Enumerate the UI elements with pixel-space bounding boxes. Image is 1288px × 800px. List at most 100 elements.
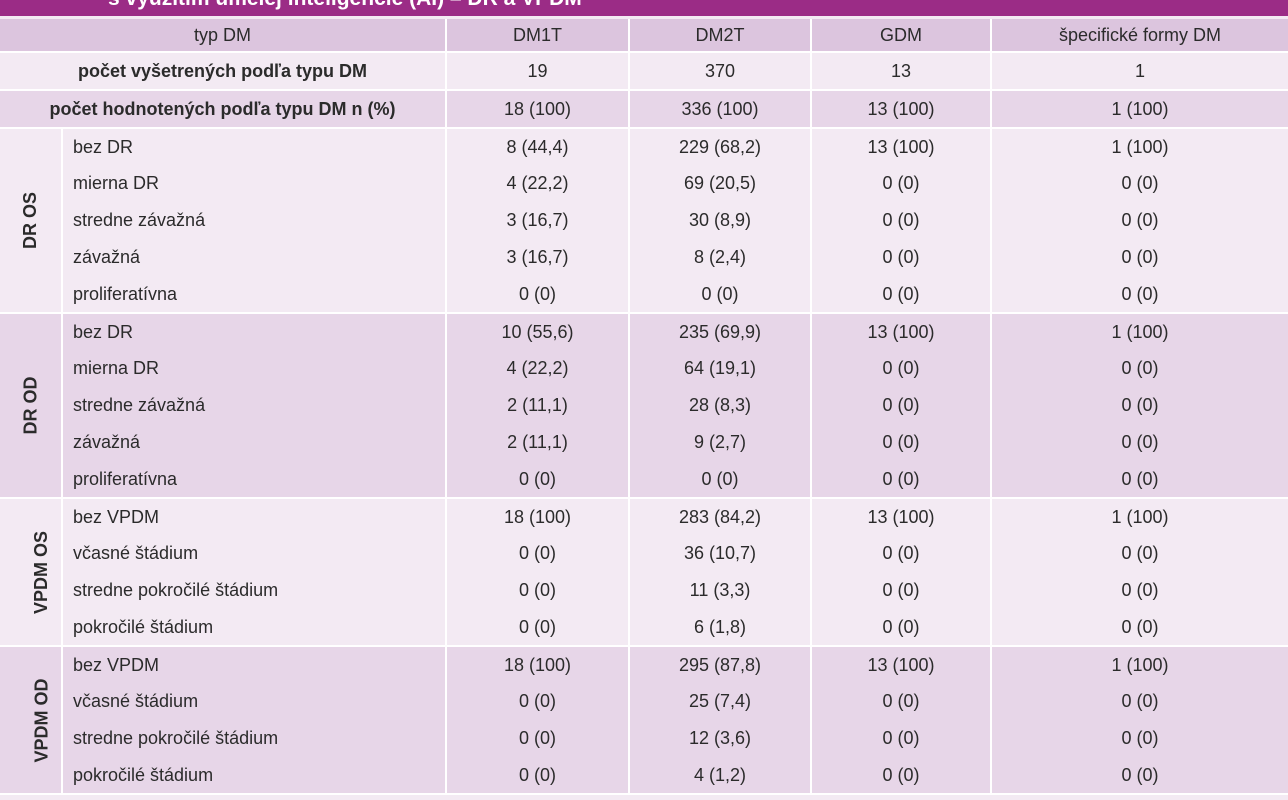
table-cell: 0 (0)	[446, 720, 631, 757]
table-cell: 235 (69,9)	[629, 313, 813, 350]
results-table: typ DM DM1T DM2T GDM špecifické formy DM…	[0, 19, 1288, 795]
table-row: DR OS bez DR 8 (44,4) 229 (68,2) 13 (100) 1 (…	[0, 128, 1288, 314]
table-header: typ DM DM1T DM2T GDM špecifické formy DM	[0, 19, 1288, 53]
table-cell: 8 (2,4)	[629, 239, 813, 276]
table-cell: 36 (10,7)	[629, 535, 813, 572]
table-cell: 0 (0)	[1121, 210, 1159, 230]
table-cell: 0 (0)	[629, 461, 813, 499]
table-cell: 0 (0)	[446, 683, 631, 720]
table-row: včasné štádium 0 (0) 25 (7,4) 0 (0) 0 (0)	[0, 683, 1288, 720]
table-cell: 1 (100)	[1111, 321, 1169, 342]
table-cell: 0 (0)	[811, 461, 993, 499]
table-cell: 13 (100)	[811, 646, 993, 683]
table-cell: 10 (55,6)	[446, 313, 631, 350]
table-cell: 13 (100)	[811, 128, 993, 165]
header-col-gdm: GDM	[811, 19, 993, 53]
row-label: včasné štádium	[62, 535, 448, 572]
table-cell: 0 (0)	[811, 350, 993, 387]
summary-cell: 1 (100)	[991, 90, 1288, 129]
table-cell: 28 (8,3)	[629, 387, 813, 424]
table-cell: 0 (0)	[446, 757, 631, 795]
table-cell: 0 (0)	[811, 239, 993, 276]
table-row: proliferatívna 0 (0) 0 (0) 0 (0) 0 (0)	[0, 461, 1288, 499]
table-cell: 0 (0)	[446, 609, 631, 647]
summary-cell: 19	[446, 52, 631, 91]
table-cell: 3 (16,7)	[446, 202, 631, 239]
table-row: mierna DR 4 (22,2) 64 (19,1) 0 (0) 0 (0)	[0, 350, 1288, 387]
group-label-cell: DR OD	[0, 313, 63, 499]
row-label: mierna DR	[62, 350, 448, 387]
table-cell: 0 (0)	[1121, 580, 1159, 600]
table-cell: 0 (0)	[811, 572, 993, 609]
table-cell: 0 (0)	[991, 757, 1288, 795]
row-label: bez VPDM	[62, 646, 448, 683]
table-cell: 0 (0)	[811, 757, 993, 795]
table-cell: 30 (8,9)	[629, 202, 813, 239]
table-cell: 1 (100)	[1111, 506, 1169, 527]
table-cell: 12 (3,6)	[629, 720, 813, 757]
table-cell: 0 (0)	[811, 165, 993, 202]
row-label: bez VPDM	[62, 498, 448, 535]
row-label: závažná	[62, 239, 448, 276]
table-row: proliferatívna 0 (0) 0 (0) 0 (0) 0 (0)	[0, 276, 1288, 314]
table-cell: 0 (0)	[811, 535, 993, 572]
table-row: VPDM OD bez VPDM 18 (100) 295 (87,8) 13 (100…	[0, 646, 1288, 795]
table-row: pokročilé štádium 0 (0) 6 (1,8) 0 (0) 0 (0)	[0, 609, 1288, 647]
table-cell: 69 (20,5)	[629, 165, 813, 202]
group-label: VPDM OD	[31, 677, 52, 763]
table-cell: 1 (100)	[1111, 136, 1169, 157]
table-cell: 0 (0)	[811, 720, 993, 757]
group-label-cell: VPDM OS	[0, 498, 63, 647]
table-cell: 0 (0)	[629, 276, 813, 314]
table-row: závažná 3 (16,7) 8 (2,4) 0 (0) 0 (0)	[0, 239, 1288, 276]
table-row: pokročilé štádium 0 (0) 4 (1,2) 0 (0) 0 (0)	[0, 757, 1288, 795]
table-row: závažná 2 (11,1) 9 (2,7) 0 (0) 0 (0)	[0, 424, 1288, 461]
table-cell: 0 (0)	[991, 461, 1288, 499]
summary-cell: 18 (100)	[446, 90, 631, 129]
table-cell: 229 (68,2)	[629, 128, 813, 165]
table-cell: 295 (87,8)	[629, 646, 813, 683]
group-vpdm-os: VPDM OS bez VPDM 18 (100) 283 (84,2) 13 (100…	[0, 498, 1288, 647]
table-cell: 4 (1,2)	[629, 757, 813, 795]
table-cell: 0 (0)	[811, 387, 993, 424]
table-cell: 0 (0)	[811, 609, 993, 647]
row-label: závažná	[62, 424, 448, 461]
table-row: VPDM OS bez VPDM 18 (100) 283 (84,2) 13 (100…	[0, 498, 1288, 647]
header-row: typ DM DM1T DM2T GDM špecifické formy DM	[0, 19, 1288, 53]
table-cell: 0 (0)	[446, 276, 631, 314]
table-cell: 0 (0)	[1121, 247, 1159, 267]
table-cell: 13 (100)	[811, 313, 993, 350]
table-cell: 0 (0)	[811, 424, 993, 461]
group-label: DR OD	[20, 376, 40, 435]
table-cell: 18 (100)	[446, 646, 631, 683]
table-cell: 8 (44,4)	[446, 128, 631, 165]
table-cell: 0 (0)	[1121, 728, 1159, 748]
table-cell: 3 (16,7)	[446, 239, 631, 276]
table-cell: 0 (0)	[811, 276, 993, 314]
table-cell: 2 (11,1)	[446, 424, 631, 461]
summary-row-examined: počet vyšetrených podľa typu DM 19 370 1…	[0, 52, 1288, 91]
header-col-specific: špecifické formy DM	[991, 19, 1288, 53]
row-label: proliferatívna	[62, 461, 448, 499]
table-cell: 64 (19,1)	[629, 350, 813, 387]
summary-cell: 370	[629, 52, 813, 91]
row-label: stredne pokročilé štádium	[62, 572, 448, 609]
row-label: stredne závažná	[62, 387, 448, 424]
table-row: DR OD bez DR 10 (55,6) 235 (69,9) 13 (100) 1 …	[0, 313, 1288, 499]
table-cell: 0 (0)	[1121, 173, 1159, 193]
table-cell: 0 (0)	[1121, 358, 1159, 378]
row-label: včasné štádium	[62, 683, 448, 720]
summary-label: počet vyšetrených podľa typu DM	[0, 52, 448, 91]
table-cell: 18 (100)	[446, 498, 631, 535]
table-cell: 25 (7,4)	[629, 683, 813, 720]
summary-rows: počet vyšetrených podľa typu DM 19 370 1…	[0, 52, 1288, 129]
row-label: stredne pokročilé štádium	[62, 720, 448, 757]
table-cell: 0 (0)	[991, 609, 1288, 647]
table-cell: 0 (0)	[446, 461, 631, 499]
table-cell: 0 (0)	[1121, 395, 1159, 415]
table-cell: 0 (0)	[446, 572, 631, 609]
table-cell: 9 (2,7)	[629, 424, 813, 461]
table-row: stredne pokročilé štádium 0 (0) 12 (3,6) 0 …	[0, 720, 1288, 757]
row-label: stredne závažná	[62, 202, 448, 239]
row-label: bez DR	[62, 313, 448, 350]
